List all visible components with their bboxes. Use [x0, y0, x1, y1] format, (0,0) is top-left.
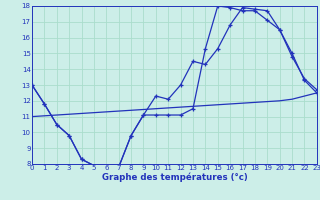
X-axis label: Graphe des températures (°c): Graphe des températures (°c) — [101, 173, 247, 182]
